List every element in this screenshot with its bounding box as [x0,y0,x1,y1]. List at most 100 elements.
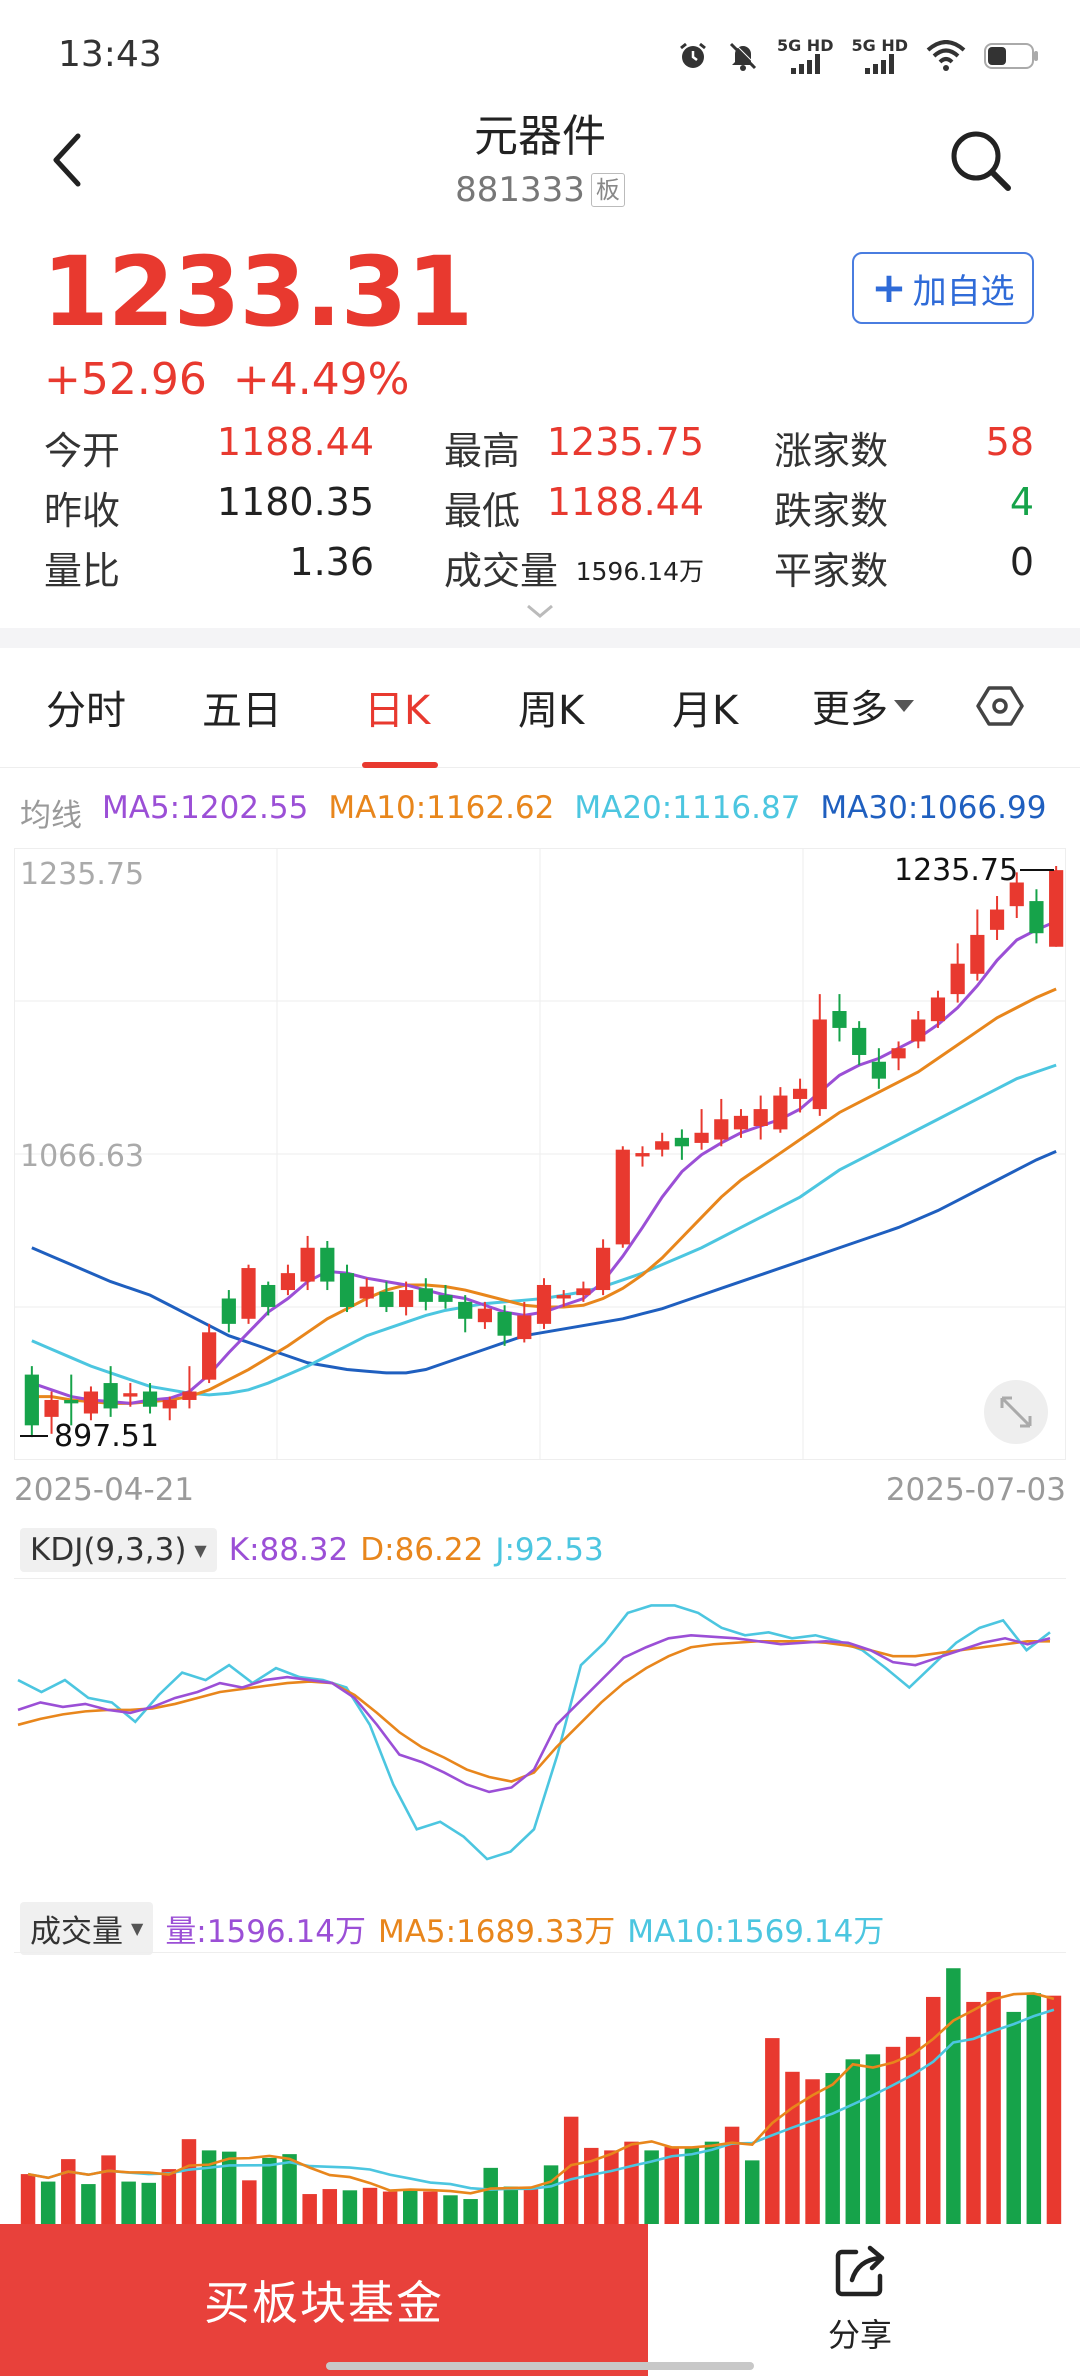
fullscreen-button[interactable] [984,1380,1048,1444]
status-bar: 13:43 5G HD 5G HD [0,0,1080,110]
tab-intraday[interactable]: 分时 [46,688,126,734]
candle [714,1098,729,1147]
volume-bar [322,2189,338,2224]
stat-label: 平家数 [774,549,889,593]
stat-label: 涨家数 [774,429,889,473]
volume-ma5-value: MA5:1689.33万 [377,1914,616,1950]
volume-bar [221,2151,237,2224]
candle [44,1391,59,1434]
stat-value: 1180.35 [216,480,374,524]
caret-down-icon [894,699,915,712]
candle [970,909,985,981]
volume-bar [1046,1995,1062,2224]
stat-label: 今开 [44,429,121,473]
back-button[interactable] [40,120,110,200]
tab-more-label: 更多 [812,687,889,731]
volume-value: 量:1596.14万 [165,1914,366,1950]
buy-sector-fund-button[interactable]: 买板块基金 [0,2224,648,2376]
stat-value: 58 [985,420,1034,464]
candle [536,1278,552,1329]
volume-chart[interactable] [14,1952,1066,2224]
tab-daily-k[interactable]: 日K [364,688,431,734]
signal-icon: 5G HD [851,38,908,74]
kdj-j-value: J:92.53 [495,1532,604,1568]
volume-bar [966,2001,981,2224]
candle [517,1301,532,1343]
chart-settings-button[interactable] [976,682,1024,740]
tab-weekly-k[interactable]: 周K [518,688,585,734]
settings-hexagon-icon [976,686,1024,726]
candle [142,1383,158,1414]
candle [497,1305,512,1346]
kdj-legend: KDJ(9,3,3) ▼ K:88.32 D:86.22 J:92.53 [20,1528,604,1572]
volume-bar [885,2046,901,2224]
volume-bar [644,2150,659,2224]
start-date: 2025-04-21 [14,1472,195,1508]
chevron-left-icon [53,133,81,187]
candle [202,1323,217,1384]
volume-bar [946,1968,961,2224]
candle [24,1366,39,1438]
caret-down-icon: ▼ [194,1540,207,1560]
ma-legend-label: 均线 [20,798,82,834]
search-icon [951,131,1011,191]
candle [950,943,965,1003]
y-axis-max-label: 1235.75 [20,857,144,892]
section-divider [0,628,1080,648]
stat-value: 1188.44 [216,420,374,464]
stat-value: 1.36 [289,540,374,584]
kdj-d-line [17,1639,1050,1783]
candle [1049,866,1064,947]
kdj-indicator-selector[interactable]: KDJ(9,3,3) ▼ [20,1528,217,1572]
volume-bar [201,2150,217,2224]
kdj-d-value: D:86.22 [360,1532,484,1568]
candle [694,1109,709,1150]
battery-icon [984,43,1038,69]
volume-bar [443,2195,458,2224]
kdj-chart[interactable] [14,1578,1066,1894]
search-button[interactable] [946,126,1016,196]
candle [221,1290,236,1333]
share-button[interactable]: 分享 [780,2240,940,2370]
price-change: +52.96 [44,354,207,405]
volume-bar [543,2165,559,2224]
ma-lines [31,920,1057,1405]
volume-bar [423,2191,438,2224]
stat-label: 昨收 [44,489,121,533]
candle [261,1281,276,1316]
tab-five-day[interactable]: 五日 [202,688,282,734]
volume-bar [865,2054,881,2224]
expand-stats-button[interactable] [524,600,556,624]
candle [753,1095,768,1140]
volume-bar [242,2180,257,2224]
kline-chart[interactable]: 1235.75 1066.63 1235.75 897.51 [14,848,1066,1460]
alarm-icon [680,42,706,68]
stat-value: 4 [1009,480,1034,524]
signal-icon: 5G HD [777,38,833,74]
candle [339,1264,355,1313]
ma10-value: MA10:1162.62 [328,790,555,826]
title-block: 元器件 881333 板 [340,100,740,210]
volume-indicator-selector[interactable]: 成交量 ▼ [20,1902,154,1955]
volume-bar [483,2167,498,2224]
board-tag: 板 [590,173,625,207]
candle [674,1129,689,1160]
volume-bar [101,2155,116,2224]
candle [280,1264,296,1296]
volume-bar [61,2159,76,2224]
volume-bar [845,2059,861,2224]
ma5-value: MA5:1202.55 [102,790,309,826]
volume-selector-label: 成交量 [30,1914,123,1950]
tab-monthly-k[interactable]: 月K [672,688,739,734]
volume-bar [584,2147,599,2224]
candle [320,1241,335,1291]
volume-bar [765,2038,780,2224]
volume-bar [181,2139,197,2224]
add-to-watchlist-button[interactable]: + 加自选 [852,252,1034,324]
candle [655,1132,670,1157]
volume-bar [1006,2011,1021,2224]
stat-label: 最低 [444,489,521,533]
volume-bar [905,2036,921,2224]
tab-more[interactable]: 更多 [812,678,916,733]
candle [1029,889,1044,944]
